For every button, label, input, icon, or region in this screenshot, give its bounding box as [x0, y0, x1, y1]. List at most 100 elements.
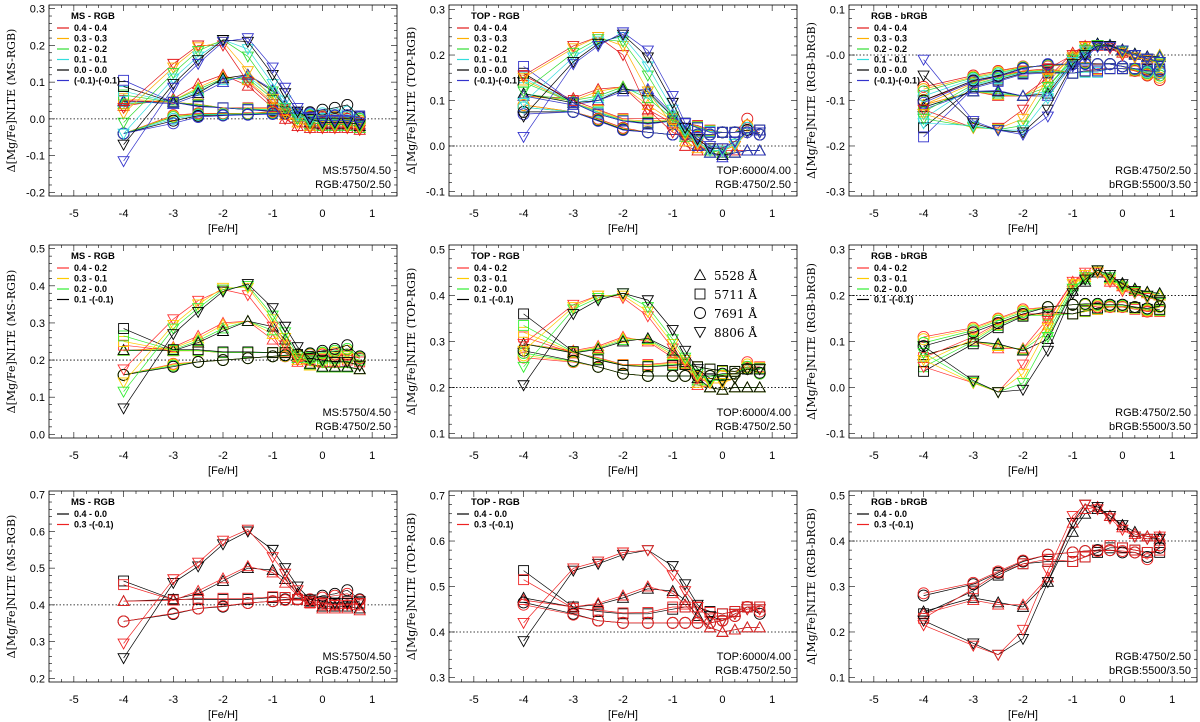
data-point-8806	[1153, 531, 1166, 543]
data-point-8806	[266, 544, 279, 557]
x-tick-label: -4	[919, 450, 929, 462]
data-point-7691	[753, 366, 766, 379]
x-tick-label: -2	[1018, 450, 1028, 462]
legend-label: 0.4 - 0.0	[474, 509, 507, 519]
data-point-8806	[1141, 290, 1154, 302]
data-point-7691	[691, 616, 704, 629]
data-point-5711	[118, 330, 129, 342]
data-point-5528	[616, 589, 630, 601]
data-point-5528	[1153, 286, 1166, 299]
data-point-5711	[918, 612, 929, 624]
data-point-8806	[967, 122, 980, 134]
data-point-7691	[341, 584, 354, 597]
data-point-8806	[266, 99, 279, 111]
y-tick-label: 0.7	[430, 491, 445, 503]
data-point-7691	[341, 587, 354, 600]
data-point-5528	[753, 144, 766, 156]
data-point-8806	[1041, 345, 1055, 358]
data-point-5711	[642, 361, 654, 373]
x-tick-label: 1	[1169, 694, 1175, 706]
data-point-8806	[666, 91, 679, 103]
data-point-5528	[741, 621, 754, 633]
legend-wavelength-label: 8806 Å	[714, 325, 757, 340]
data-point-8806	[216, 35, 230, 47]
x-tick-label: 1	[769, 450, 775, 462]
data-point-8806	[591, 556, 605, 568]
data-point-7691	[666, 370, 679, 382]
data-point-5711	[1067, 308, 1079, 320]
data-point-8806	[1078, 499, 1092, 512]
data-point-8806	[1103, 272, 1117, 284]
series-line-7691-1	[923, 61, 1160, 90]
legend-title: RGB - bRGB	[871, 251, 928, 262]
legend-symbol-triangle-up-icon	[693, 268, 707, 280]
panel-row3-col2: -5 -4 -3 -2 -1 0 1 0.3 0.4 0.5 0.6 0.7 [Fe/H] Δ[Mg/Fe…	[405, 491, 798, 721]
data-point-5528	[741, 144, 754, 156]
legend-title: MS - RGB	[71, 497, 115, 508]
data-point-8806	[341, 115, 354, 128]
data-point-5711	[118, 336, 129, 347]
data-point-7691	[567, 354, 580, 367]
data-point-8806	[117, 108, 130, 120]
model-annotation: RGB:4750/2.50	[1115, 407, 1191, 419]
data-point-5711	[267, 347, 279, 359]
data-point-5711	[167, 96, 179, 108]
data-point-5528	[191, 83, 205, 95]
data-point-8806	[1016, 378, 1030, 390]
data-point-7691	[917, 96, 930, 109]
y-tick-label: 0.2	[830, 627, 845, 639]
data-point-8806	[616, 29, 630, 41]
data-point-8806	[728, 608, 742, 621]
data-point-5528	[753, 621, 766, 633]
y-tick-label: 0.1	[30, 77, 45, 89]
x-tick-label: 0	[1119, 694, 1125, 706]
data-point-7691	[753, 607, 766, 620]
data-point-7691	[1141, 553, 1154, 566]
data-point-5528	[616, 82, 630, 94]
data-point-8806	[316, 121, 329, 133]
x-tick-label: -3	[168, 694, 178, 706]
data-point-5711	[118, 74, 129, 86]
series-line-5711-3	[123, 328, 360, 359]
data-point-8806	[1128, 52, 1142, 64]
data-point-7691	[1079, 297, 1092, 310]
data-point-8806	[341, 357, 354, 369]
data-point-5528	[216, 70, 230, 82]
legend-label: 0.3 -(-0.1)	[74, 520, 114, 530]
legend-label: 0.1 -(-0.1)	[74, 295, 114, 305]
data-point-7691	[1041, 301, 1054, 313]
x-tick-label: -3	[168, 208, 178, 220]
data-point-5528	[753, 381, 766, 393]
model-annotation: RGB:4750/2.50	[1115, 165, 1191, 177]
data-point-7691	[728, 610, 741, 623]
data-point-5711	[118, 579, 129, 591]
data-point-8806	[117, 102, 130, 115]
series-line-7691-3	[123, 344, 360, 376]
data-point-5528	[741, 144, 754, 156]
data-point-7691	[679, 370, 692, 382]
data-point-8806	[117, 156, 130, 168]
data-point-5711	[1079, 305, 1091, 317]
data-point-7691	[353, 594, 366, 607]
series-line-8806-3	[123, 283, 360, 409]
data-point-8806	[1016, 113, 1030, 126]
series-group	[517, 288, 766, 395]
data-point-5528	[1078, 275, 1092, 287]
data-point-7691	[279, 349, 292, 362]
series-line-7691-3	[923, 303, 1160, 347]
data-point-8806	[303, 353, 317, 365]
data-point-5711	[118, 575, 129, 587]
data-point-8806	[1091, 41, 1104, 54]
data-point-7691	[1116, 298, 1129, 311]
data-point-8806	[517, 72, 530, 85]
data-point-7691	[704, 616, 716, 629]
legend-label: 0.1 - 0.1	[74, 55, 107, 65]
data-point-8806	[191, 303, 205, 315]
data-point-5528	[191, 584, 205, 596]
data-point-8806	[167, 82, 180, 95]
data-point-5528	[117, 95, 130, 108]
